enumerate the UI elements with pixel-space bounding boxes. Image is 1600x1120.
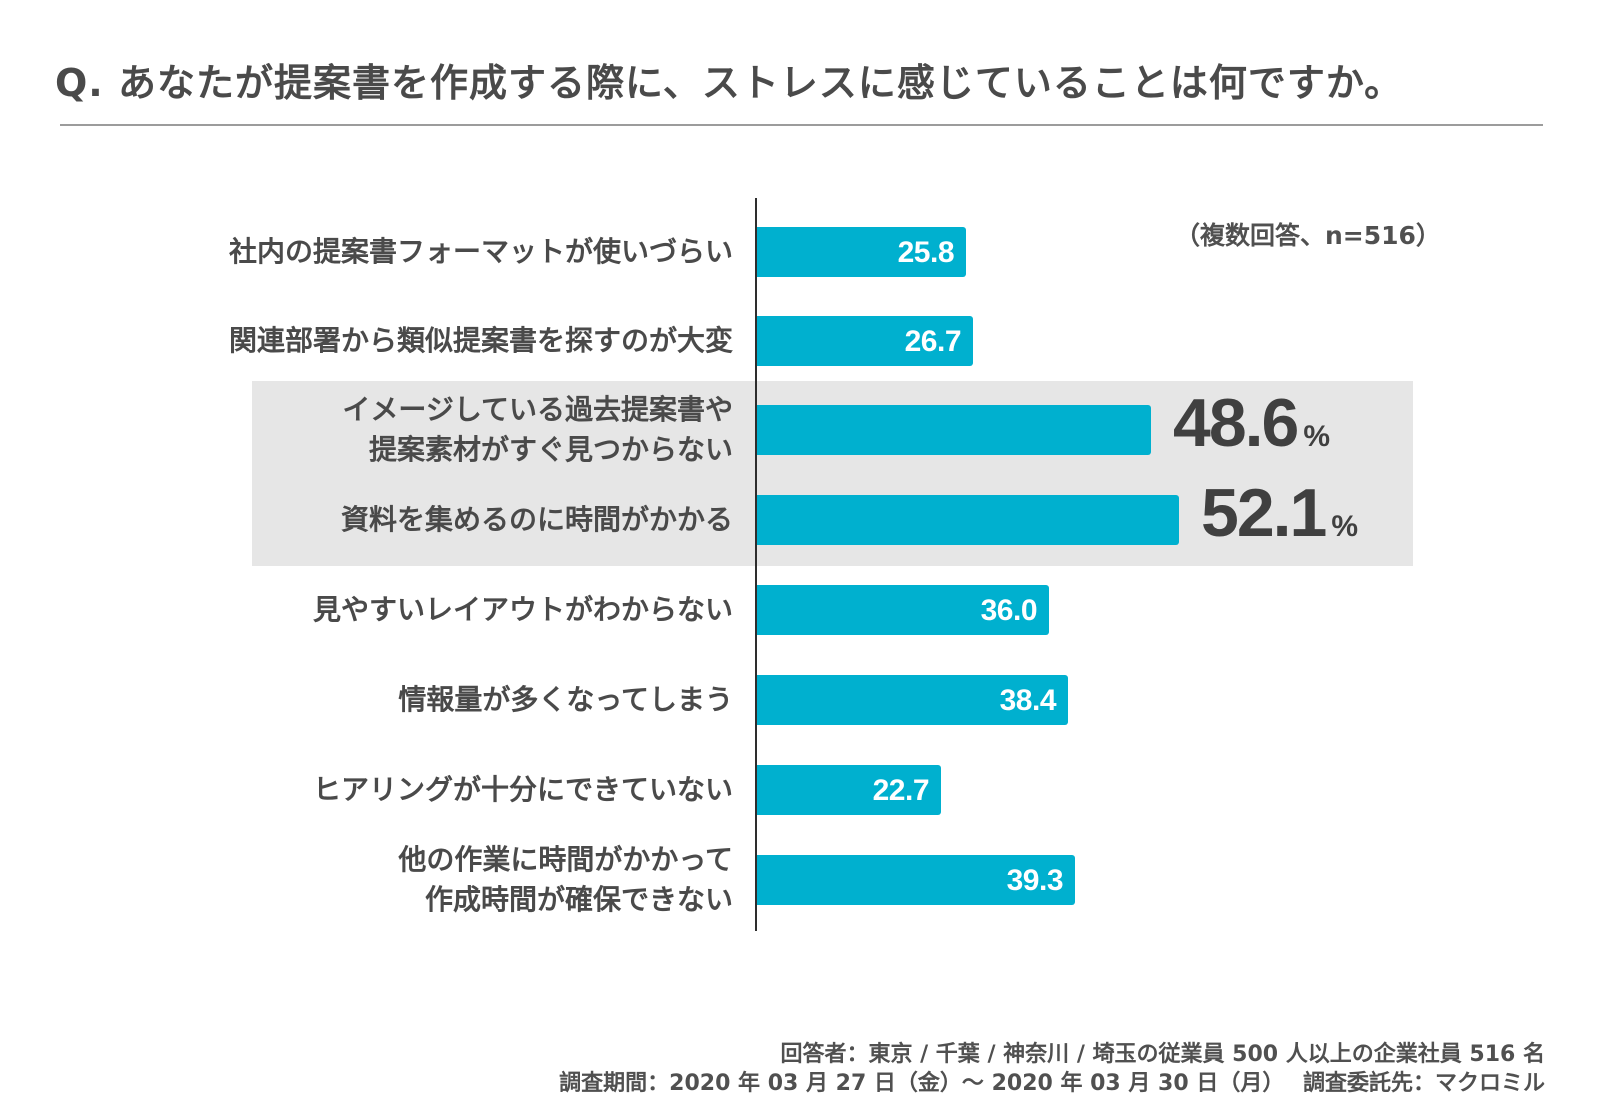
bar (757, 585, 1049, 635)
bar (757, 405, 1151, 455)
bar (757, 316, 973, 366)
chart-title: Q. あなたが提案書を作成する際に、ストレスに感じていることは何ですか。 (55, 61, 1404, 105)
category-label: イメージしている過去提案書や 提案素材がすぐ見つからない (342, 393, 733, 466)
category-label: ヒアリングが十分にできていない (312, 773, 733, 806)
bar (757, 675, 1068, 725)
footer-survey-period: 調査期間：2020 年 03 月 27 日（金）〜 2020 年 03 月 30… (559, 1071, 1545, 1096)
highlight-value-label: 52.1% (1201, 475, 1359, 551)
category-label: 関連部署から類似提案書を探すのが大変 (228, 324, 733, 357)
category-label: 他の作業に時間がかかって 作成時間が確保できない (398, 843, 733, 916)
bar-value-label: 26.7 (904, 325, 962, 358)
category-label: 資料を集めるのに時間がかかる (340, 503, 733, 536)
category-label: 情報量が多くなってしまう (398, 683, 733, 716)
footer-respondents: 回答者：東京 / 千葉 / 神奈川 / 埼玉の従業員 500 人以上の企業社員 … (780, 1042, 1545, 1067)
bar (757, 495, 1179, 545)
category-axis-line (755, 198, 757, 931)
bar-value-label: 36.0 (980, 594, 1038, 627)
category-label: 社内の提案書フォーマットが使いづらい (228, 235, 733, 268)
category-label: 見やすいレイアウトがわからない (312, 593, 733, 626)
bar-value-label: 25.8 (897, 236, 955, 269)
sample-note: （複数回答、n=516） (1175, 221, 1441, 250)
bar-value-label: 38.4 (999, 684, 1057, 717)
title-divider (60, 124, 1543, 126)
bar (757, 765, 941, 815)
bar (757, 227, 966, 277)
bar-value-label: 39.3 (1006, 864, 1064, 897)
bar (757, 855, 1075, 905)
highlight-value-label: 48.6% (1173, 385, 1331, 461)
bar-value-label: 22.7 (872, 774, 930, 807)
